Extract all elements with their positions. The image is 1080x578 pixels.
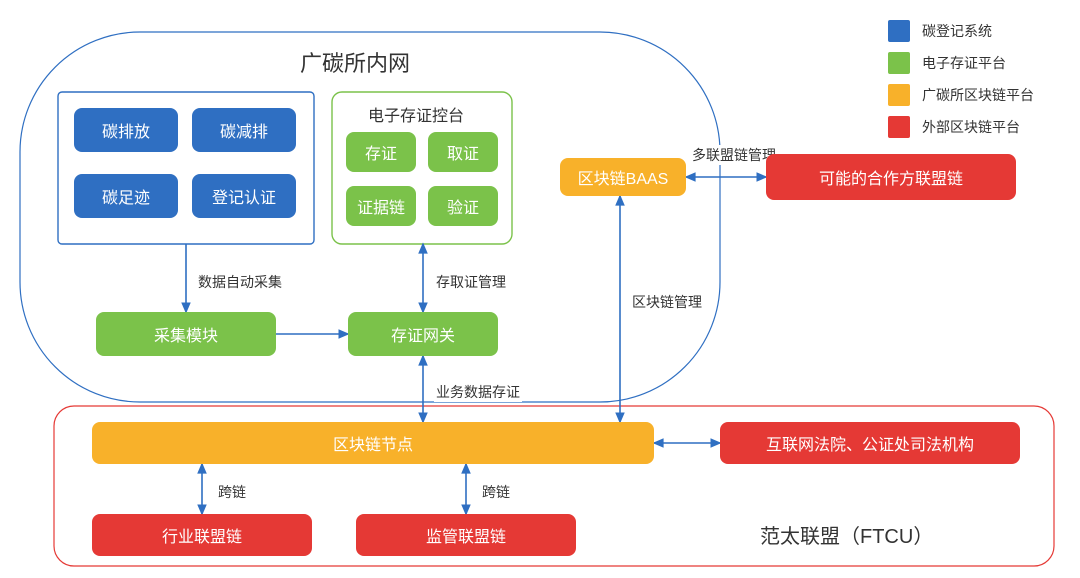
- legend-label: 广碳所区块链平台: [922, 85, 1034, 105]
- legend-swatch: [888, 116, 910, 138]
- legend-label: 碳登记系统: [922, 21, 992, 41]
- legend-label: 外部区块链平台: [922, 117, 1020, 137]
- node-n_gateway: 存证网关: [348, 312, 498, 356]
- legend-item: 电子存证平台: [888, 52, 1034, 74]
- legend-item: 外部区块链平台: [888, 116, 1034, 138]
- node-n_emit: 碳排放: [74, 108, 178, 152]
- legend-swatch: [888, 52, 910, 74]
- edge-label: 存取证管理: [434, 272, 508, 292]
- legend-swatch: [888, 20, 910, 42]
- node-n_chain: 证据链: [346, 186, 416, 226]
- node-n_super: 监管联盟链: [356, 514, 576, 556]
- edge-label: 跨链: [216, 482, 248, 502]
- legend: 碳登记系统电子存证平台广碳所区块链平台外部区块链平台: [888, 20, 1034, 138]
- legend-swatch: [888, 84, 910, 106]
- legend-item: 广碳所区块链平台: [888, 84, 1034, 106]
- edge-label: 业务数据存证: [434, 382, 522, 402]
- edge-label: 多联盟链管理: [690, 145, 778, 165]
- edge-label: 区块链管理: [630, 292, 704, 312]
- edge-label: 数据自动采集: [196, 272, 284, 292]
- node-n_verify: 验证: [428, 186, 498, 226]
- node-n_collect: 采集模块: [96, 312, 276, 356]
- legend-label: 电子存证平台: [922, 53, 1006, 73]
- node-n_reduce: 碳减排: [192, 108, 296, 152]
- node-n_industry: 行业联盟链: [92, 514, 312, 556]
- node-n_store: 存证: [346, 132, 416, 172]
- node-n_court: 互联网法院、公证处司法机构: [720, 422, 1020, 464]
- ftcu-title: 范太联盟（FTCU）: [760, 520, 933, 549]
- edge-label: 跨链: [480, 482, 512, 502]
- node-n_partner: 可能的合作方联盟链: [766, 154, 1016, 200]
- node-n_fetch: 取证: [428, 132, 498, 172]
- inner-network-title: 广碳所内网: [300, 46, 410, 78]
- node-n_reg: 登记认证: [192, 174, 296, 218]
- node-n_bcnode: 区块链节点: [92, 422, 654, 464]
- legend-item: 碳登记系统: [888, 20, 1034, 42]
- evidence-console-title: 电子存证控台: [366, 102, 466, 126]
- node-n_baas: 区块链BAAS: [560, 158, 686, 196]
- node-n_foot: 碳足迹: [74, 174, 178, 218]
